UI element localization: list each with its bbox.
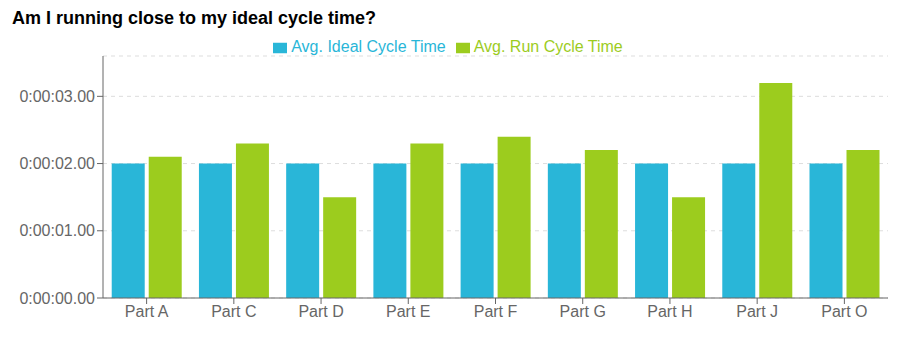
html-text:Avg. Run Cycle Time: Avg. Run Cycle Time [473, 38, 623, 55]
svg-text:Part O: Part O [821, 303, 867, 320]
svg-text:Part D: Part D [298, 303, 343, 320]
svg-text:0:00:02.00: 0:00:02.00 [19, 155, 95, 172]
svg-text:0:00:03.00: 0:00:03.00 [19, 88, 95, 105]
svg-text:0:00:01.00: 0:00:01.00 [19, 222, 95, 239]
svg-text:Part H: Part H [647, 303, 692, 320]
html-text:Avg. Ideal Cycle Time: Avg. Ideal Cycle Time [291, 38, 446, 55]
html-text:Am I running close to my ideal: Am I running close to my ideal cycle tim… [12, 8, 377, 28]
svg-text:0:00:00.00: 0:00:00.00 [19, 290, 95, 307]
svg-text:Part G: Part G [560, 303, 606, 320]
svg-text:Part E: Part E [386, 303, 430, 320]
svg-text:Part F: Part F [474, 303, 518, 320]
svg-text:Part C: Part C [211, 303, 256, 320]
svg-text:Part A: Part A [125, 303, 169, 320]
svg-text:Part J: Part J [736, 303, 778, 320]
